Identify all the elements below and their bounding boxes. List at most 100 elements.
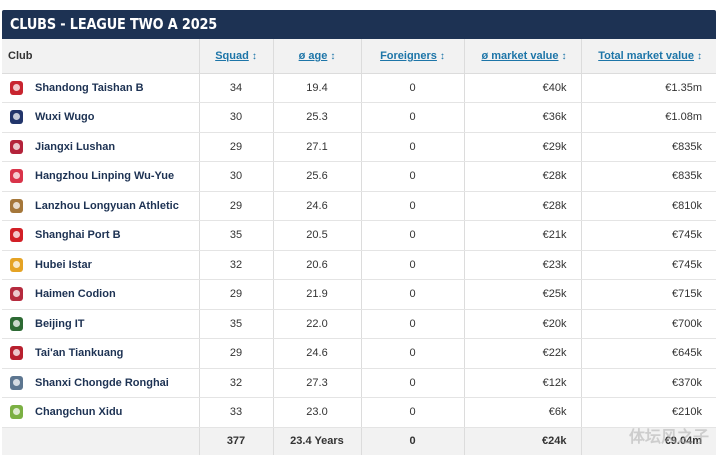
total-value-cell: €370k xyxy=(580,368,716,398)
table-row: Beijing IT 35 22.0 0 €20k €700k xyxy=(2,309,716,339)
avg-value-cell: €28k xyxy=(463,161,581,192)
club-info: Changchun Xidu xyxy=(8,405,193,420)
squad-cell: 29 xyxy=(198,338,273,369)
club-name-link[interactable]: Shanxi Chongde Ronghai xyxy=(35,376,169,389)
squad-cell: 29 xyxy=(198,132,273,162)
squad-cell: 30 xyxy=(198,102,273,133)
col-avg-value-label[interactable]: ø market value xyxy=(481,49,559,62)
age-cell: 25.6 xyxy=(272,161,361,192)
foreigners-cell: 0 xyxy=(360,132,464,162)
club-name-link[interactable]: Lanzhou Longyuan Athletic xyxy=(35,199,179,212)
avg-value-cell: €29k xyxy=(463,132,581,162)
club-crest-icon[interactable] xyxy=(10,346,23,361)
sort-arrows-icon[interactable]: ↕ xyxy=(251,50,257,62)
foreigners-cell: 0 xyxy=(360,368,464,398)
club-cell: Hubei Istar xyxy=(2,250,199,280)
club-cell: Changchun Xidu xyxy=(2,397,199,428)
club-info: Tai'an Tiankuang xyxy=(8,346,193,361)
club-cell: Shanxi Chongde Ronghai xyxy=(2,368,199,398)
total-value-cell: €835k xyxy=(580,132,716,162)
sort-arrows-icon[interactable]: ↕ xyxy=(330,50,336,62)
age-cell: 24.6 xyxy=(272,338,361,369)
club-info: Beijing IT xyxy=(8,316,193,331)
squad-cell: 35 xyxy=(198,309,273,339)
club-crest-icon[interactable] xyxy=(10,316,23,331)
foreigners-cell: 0 xyxy=(360,279,464,310)
table-row: Jiangxi Lushan 29 27.1 0 €29k €835k xyxy=(2,132,716,162)
total-value-cell: €210k xyxy=(580,397,716,428)
age-cell: 27.3 xyxy=(272,368,361,398)
club-name-link[interactable]: Jiangxi Lushan xyxy=(35,140,116,153)
squad-cell: 32 xyxy=(198,368,273,398)
club-name-link[interactable]: Changchun Xidu xyxy=(35,406,123,419)
club-crest-icon[interactable] xyxy=(10,198,23,213)
clubs-table: Club Squad ↕ ø age ↕ Foreigners ↕ ø market … xyxy=(2,39,716,455)
table-title: CLUBS - LEAGUE TWO A 2025 xyxy=(10,15,218,33)
avg-value-cell: €21k xyxy=(463,220,581,251)
col-total-value-sort[interactable]: Total market value ↕ xyxy=(580,39,716,74)
club-name-link[interactable]: Shanghai Port B xyxy=(35,229,121,242)
table-row: Shanghai Port B 35 20.5 0 €21k €745k xyxy=(2,220,716,251)
squad-cell: 30 xyxy=(198,161,273,192)
total-value-cell: €700k xyxy=(580,309,716,339)
col-total-value-label[interactable]: Total market value xyxy=(598,49,694,62)
table-row: Shanxi Chongde Ronghai 32 27.3 0 €12k €370k xyxy=(2,368,716,398)
total-avg-value: €24k xyxy=(463,427,581,455)
col-club: Club xyxy=(2,39,199,74)
club-crest-icon[interactable] xyxy=(10,287,23,302)
table-row: Hangzhou Linping Wu-Yue 30 25.6 0 €28k €835k xyxy=(2,161,716,192)
squad-cell: 34 xyxy=(198,73,273,103)
club-crest-icon[interactable] xyxy=(10,80,23,95)
table-row: Lanzhou Longyuan Athletic 29 24.6 0 €28k €810… xyxy=(2,191,716,221)
club-name-link[interactable]: Haimen Codion xyxy=(35,288,116,301)
club-name-link[interactable]: Hangzhou Linping Wu-Yue xyxy=(35,170,175,183)
table-row: Tai'an Tiankuang 29 24.6 0 €22k €645k xyxy=(2,338,716,369)
foreigners-cell: 0 xyxy=(360,161,464,192)
club-name-link[interactable]: Hubei Istar xyxy=(35,258,92,271)
table-row: Changchun Xidu 33 23.0 0 €6k €210k xyxy=(2,397,716,428)
club-name-link[interactable]: Tai'an Tiankuang xyxy=(35,347,124,360)
age-cell: 21.9 xyxy=(272,279,361,310)
col-age-label[interactable]: ø age xyxy=(298,49,328,62)
col-foreigners-label[interactable]: Foreigners xyxy=(380,49,437,62)
sort-arrows-icon[interactable]: ↕ xyxy=(439,50,445,62)
watermark-logo: 体坛风之子 xyxy=(628,427,709,446)
sort-arrows-icon[interactable]: ↕ xyxy=(697,50,702,62)
col-squad-sort[interactable]: Squad ↕ xyxy=(198,39,273,74)
club-name-link[interactable]: Wuxi Wugo xyxy=(35,111,95,124)
table-header-bar: CLUBS - LEAGUE TWO A 2025 xyxy=(2,10,716,39)
squad-cell: 33 xyxy=(198,397,273,428)
club-crest-icon[interactable] xyxy=(10,228,23,243)
club-cell: Tai'an Tiankuang xyxy=(2,338,199,369)
club-crest-icon[interactable] xyxy=(10,169,23,184)
club-name-link[interactable]: Beijing IT xyxy=(35,317,85,330)
avg-value-cell: €23k xyxy=(463,250,581,280)
club-crest-icon[interactable] xyxy=(10,139,23,154)
club-info: Lanzhou Longyuan Athletic xyxy=(8,198,193,213)
foreigners-cell: 0 xyxy=(360,250,464,280)
club-crest-icon[interactable] xyxy=(10,405,23,420)
col-avg-value-sort[interactable]: ø market value ↕ xyxy=(463,39,581,74)
table-row: Wuxi Wugo 30 25.3 0 €36k €1.08m xyxy=(2,102,716,133)
club-crest-icon[interactable] xyxy=(10,110,23,125)
avg-value-cell: €25k xyxy=(463,279,581,310)
total-age: 23.4 Years xyxy=(272,427,361,455)
club-cell: Wuxi Wugo xyxy=(2,102,199,133)
total-value-cell: €745k xyxy=(580,250,716,280)
sort-arrows-icon[interactable]: ↕ xyxy=(561,50,567,62)
foreigners-cell: 0 xyxy=(360,397,464,428)
club-crest-icon[interactable] xyxy=(10,375,23,390)
col-age-sort[interactable]: ø age ↕ xyxy=(272,39,361,74)
club-info: Shanghai Port B xyxy=(8,228,193,243)
club-info: Shandong Taishan B xyxy=(8,80,193,95)
club-crest-icon[interactable] xyxy=(10,257,23,272)
col-squad-label[interactable]: Squad xyxy=(215,49,249,62)
totals-row: 377 23.4 Years 0 €24k €9.04m xyxy=(2,427,716,455)
age-cell: 25.3 xyxy=(272,102,361,133)
club-info: Haimen Codion xyxy=(8,287,193,302)
foreigners-cell: 0 xyxy=(360,73,464,103)
club-name-link[interactable]: Shandong Taishan B xyxy=(35,81,144,94)
col-foreigners-sort[interactable]: Foreigners ↕ xyxy=(360,39,464,74)
club-cell: Lanzhou Longyuan Athletic xyxy=(2,191,199,221)
